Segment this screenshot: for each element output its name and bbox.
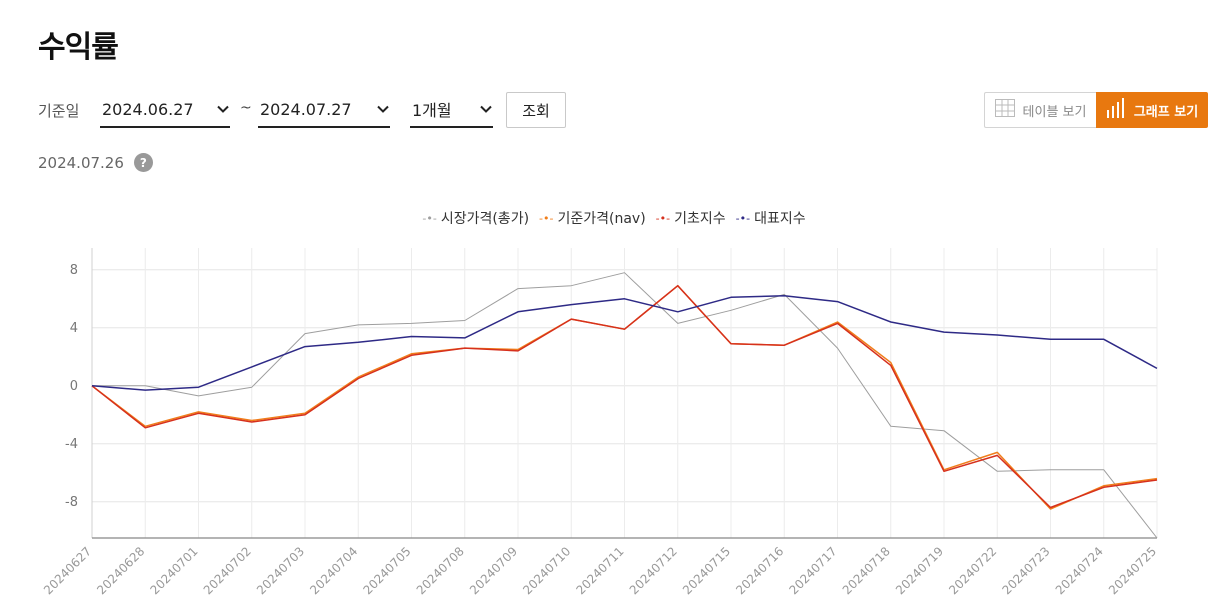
x-tick-label: 20240723 xyxy=(1000,544,1053,597)
graph-view-label: 그래프 보기 xyxy=(1133,104,1199,120)
chevron-down-icon xyxy=(376,102,390,116)
x-tick-label: 20240725 xyxy=(1106,544,1159,597)
series-line-2 xyxy=(91,284,1158,509)
series-line-3 xyxy=(91,295,1158,391)
x-tick-label: 20240704 xyxy=(307,544,360,597)
x-tick-label: 20240710 xyxy=(520,544,573,597)
legend-item-3[interactable]: -•- 대표지수 xyxy=(736,208,806,228)
legend-swatch: -•- xyxy=(422,211,437,225)
search-button[interactable]: 조회 xyxy=(506,92,566,128)
from-date-select[interactable]: 2024.06.27 xyxy=(100,92,230,128)
base-date-label: 기준일 xyxy=(38,102,80,120)
table-view-label: 테이블 보기 xyxy=(1022,104,1087,120)
bar-chart-icon xyxy=(1106,98,1126,122)
view-toggle: 테이블 보기 그래프 보기 xyxy=(984,92,1208,128)
to-date-value: 2024.07.27 xyxy=(260,99,352,119)
graph-view-button[interactable]: 그래프 보기 xyxy=(1096,92,1208,128)
x-tick-label: 20240702 xyxy=(201,544,254,597)
chart-legend: -•- 시장가격(총가) -•- 기준가격(nav) -•- 기초지수 -•- 대표지수 xyxy=(0,208,1228,228)
x-tick-label: 20240722 xyxy=(946,544,999,597)
x-tick-label: 20240719 xyxy=(893,544,946,597)
legend-swatch: -•- xyxy=(735,211,751,225)
x-tick-label: 20240715 xyxy=(680,544,733,597)
date-range-separator: ~ xyxy=(240,100,252,116)
x-tick-label: 20240717 xyxy=(787,544,840,597)
x-tick-label: 20240709 xyxy=(467,544,520,597)
table-grid-icon xyxy=(994,99,1015,121)
as-of-date-value: 2024.07.26 xyxy=(38,153,124,172)
chevron-down-icon xyxy=(479,102,493,116)
period-select[interactable]: 1개월 xyxy=(410,92,493,128)
legend-item-1[interactable]: -•- 기준가격(nav) xyxy=(539,208,646,228)
x-tick-label: 20240711 xyxy=(574,544,627,597)
legend-label: 기초지수 xyxy=(674,211,726,227)
legend-swatch: -•- xyxy=(655,211,671,225)
y-tick-label: -8 xyxy=(65,495,78,510)
x-tick-label: 20240718 xyxy=(840,544,893,597)
y-tick-label: 8 xyxy=(70,263,78,278)
period-value: 1개월 xyxy=(412,101,452,120)
legend-label: 대표지수 xyxy=(754,211,806,227)
x-tick-label: 20240701 xyxy=(148,544,201,597)
help-icon[interactable]: ? xyxy=(133,153,153,172)
as-of-date: 2024.07.26 ? xyxy=(38,153,153,172)
page-title: 수익률 xyxy=(38,30,119,65)
legend-item-2[interactable]: -•- 기초지수 xyxy=(656,208,726,228)
y-tick-label: 4 xyxy=(70,321,78,336)
from-date-value: 2024.06.27 xyxy=(102,99,194,119)
y-tick-label: -4 xyxy=(65,437,78,452)
to-date-select[interactable]: 2024.07.27 xyxy=(258,92,390,128)
x-tick-label: 20240703 xyxy=(254,544,307,597)
x-tick-label: 20240708 xyxy=(414,544,467,597)
x-tick-label: 20240705 xyxy=(361,544,414,597)
x-tick-label: 20240627 xyxy=(41,544,94,597)
x-tick-label: 20240724 xyxy=(1053,544,1106,597)
y-tick-label: 0 xyxy=(70,379,78,394)
legend-label: 시장가격(총가) xyxy=(440,211,530,227)
x-tick-label: 20240628 xyxy=(94,544,147,597)
filter-bar: 기준일 2024.06.27 ~ 2024.07.27 1개월 조회 테이블 보… xyxy=(38,92,1208,128)
legend-item-0[interactable]: -•- 시장가격(총가) xyxy=(422,208,529,228)
x-tick-label: 20240716 xyxy=(733,544,786,597)
table-view-button[interactable]: 테이블 보기 xyxy=(984,92,1096,128)
chevron-down-icon xyxy=(216,102,230,116)
x-tick-label: 20240712 xyxy=(627,544,680,597)
legend-swatch: -•- xyxy=(539,211,554,225)
legend-label: 기준가격(nav) xyxy=(557,211,646,227)
